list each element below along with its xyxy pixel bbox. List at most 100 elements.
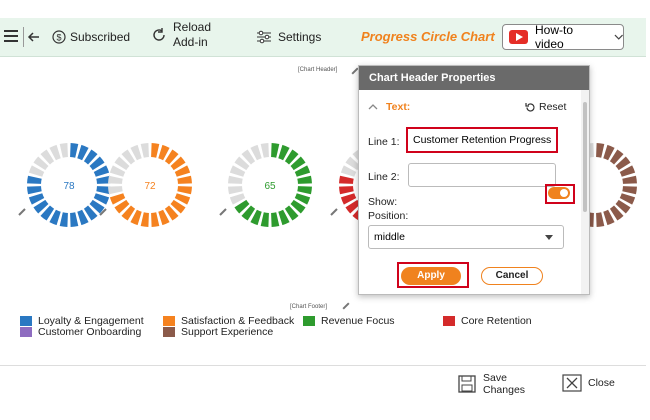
donut-segment — [170, 199, 186, 214]
panel-scrollbar[interactable] — [581, 90, 589, 294]
save-disk-icon — [458, 375, 476, 393]
donut-segment — [83, 205, 98, 221]
line1-highlight — [406, 127, 558, 153]
apply-highlight — [397, 262, 469, 288]
donut-segment — [284, 149, 299, 165]
legend-item-core-retention[interactable]: Core Retention — [443, 315, 532, 327]
donut-segment — [70, 212, 79, 227]
chevron-down-icon — [614, 34, 623, 40]
donut-segment — [250, 144, 262, 161]
donut-1[interactable]: 78 — [18, 143, 111, 227]
edit-pencil-icon[interactable] — [219, 208, 227, 216]
edit-pencil-icon[interactable] — [330, 208, 338, 216]
legend-item-support[interactable]: Support Experience — [163, 326, 273, 338]
edit-pencil-icon[interactable] — [99, 208, 107, 216]
donut-segment — [109, 165, 126, 177]
donut-segment — [158, 209, 170, 226]
line1-input[interactable]: Customer Retention Progress — [408, 129, 556, 151]
donut-segment — [622, 175, 637, 184]
donut-segment — [228, 186, 243, 195]
donut-segment — [33, 156, 49, 171]
donut-segment — [96, 175, 111, 184]
legend-swatch — [20, 316, 32, 326]
donut-segment — [140, 143, 149, 158]
edit-footer-pencil-icon[interactable] — [342, 302, 350, 310]
save-label-line2: Changes — [483, 384, 526, 396]
position-select[interactable]: middle — [368, 225, 564, 249]
close-button[interactable]: Close — [562, 374, 615, 392]
reset-icon — [525, 102, 535, 112]
donut-segment — [49, 144, 61, 161]
donut-segment — [260, 143, 269, 158]
donut-segment — [114, 199, 130, 214]
cancel-button[interactable]: Cancel — [481, 267, 543, 285]
donut-segment — [290, 156, 306, 171]
scrollbar-thumb[interactable] — [583, 102, 587, 212]
panel-title: Chart Header Properties — [359, 66, 589, 90]
legend-label: Loyalty & Engagement — [38, 315, 144, 327]
donut-segment — [70, 143, 79, 158]
edit-pencil-icon[interactable] — [18, 208, 26, 216]
subscribed-button[interactable]: $ Subscribed — [52, 30, 130, 44]
howto-video-dropdown[interactable]: How-to video — [502, 23, 624, 51]
donut-segment — [297, 175, 312, 184]
donut-segment — [284, 205, 299, 221]
chart-header-placeholder[interactable]: [Chart Header] — [298, 67, 338, 73]
donut-segment — [345, 199, 361, 214]
legend-swatch — [163, 327, 175, 337]
legend-label: Satisfaction & Feedback — [181, 315, 295, 327]
svg-text:$: $ — [56, 33, 61, 43]
donut-segment — [108, 175, 123, 184]
donut-segment — [339, 186, 354, 195]
settings-button[interactable]: Settings — [256, 30, 321, 44]
donut-segment — [27, 186, 42, 195]
collapse-chevron-icon[interactable] — [368, 103, 378, 111]
donut-segment — [339, 175, 354, 184]
donut-segment — [596, 212, 605, 227]
show-toggle[interactable] — [548, 187, 570, 199]
back-arrow-icon[interactable] — [27, 30, 41, 44]
close-icon — [562, 374, 582, 392]
donut-segment — [28, 193, 45, 205]
legend-item-revenue[interactable]: Revenue Focus — [303, 315, 395, 327]
save-changes-button[interactable]: Save Changes — [457, 372, 525, 396]
donut-segment — [130, 144, 142, 161]
legend-item-loyalty[interactable]: Loyalty & Engagement — [20, 315, 144, 327]
chart-footer-placeholder[interactable]: [Chart Footer] — [290, 304, 328, 310]
panel-body: Text: Reset Line 1: Customer Retention P… — [359, 90, 581, 294]
subscribed-label: Subscribed — [70, 30, 131, 44]
donut-segment — [615, 156, 631, 171]
donut-segment — [174, 193, 191, 205]
donut-segment — [77, 144, 89, 161]
menu-icon[interactable] — [4, 30, 18, 45]
apply-button[interactable]: Apply — [401, 267, 461, 285]
donut-segment — [121, 205, 136, 221]
donut-segment — [89, 156, 105, 171]
donut-2[interactable]: 72 — [99, 143, 192, 227]
legend-label: Core Retention — [461, 315, 532, 327]
reset-button[interactable]: Reset — [525, 101, 566, 113]
donut-segment — [83, 149, 98, 165]
line2-label: Line 2: — [368, 171, 400, 183]
donut-3[interactable]: 65 — [219, 143, 312, 227]
donut-segment — [177, 175, 192, 184]
legend-label: Support Experience — [181, 326, 274, 338]
donut-segment — [93, 165, 110, 177]
text-section-label: Text: — [386, 101, 411, 113]
donut-segment — [229, 193, 246, 205]
line2-input[interactable] — [408, 163, 556, 187]
legend-item-satisfaction[interactable]: Satisfaction & Feedback — [163, 315, 294, 327]
donut-segment — [234, 199, 250, 214]
donut-segment — [278, 144, 290, 161]
donut-segment — [228, 175, 243, 184]
donut-segment — [271, 212, 280, 227]
donut-segment — [294, 193, 311, 205]
reload-addin-button[interactable]: Reload Add-in — [151, 20, 211, 50]
position-value: middle — [374, 231, 405, 243]
donut-segment — [622, 186, 637, 195]
legend-swatch — [443, 316, 455, 326]
donut-segment — [294, 165, 311, 177]
donut-value-label: 78 — [63, 181, 75, 192]
legend-item-onboarding[interactable]: Customer Onboarding — [20, 326, 141, 338]
line1-label: Line 1: — [368, 136, 400, 148]
